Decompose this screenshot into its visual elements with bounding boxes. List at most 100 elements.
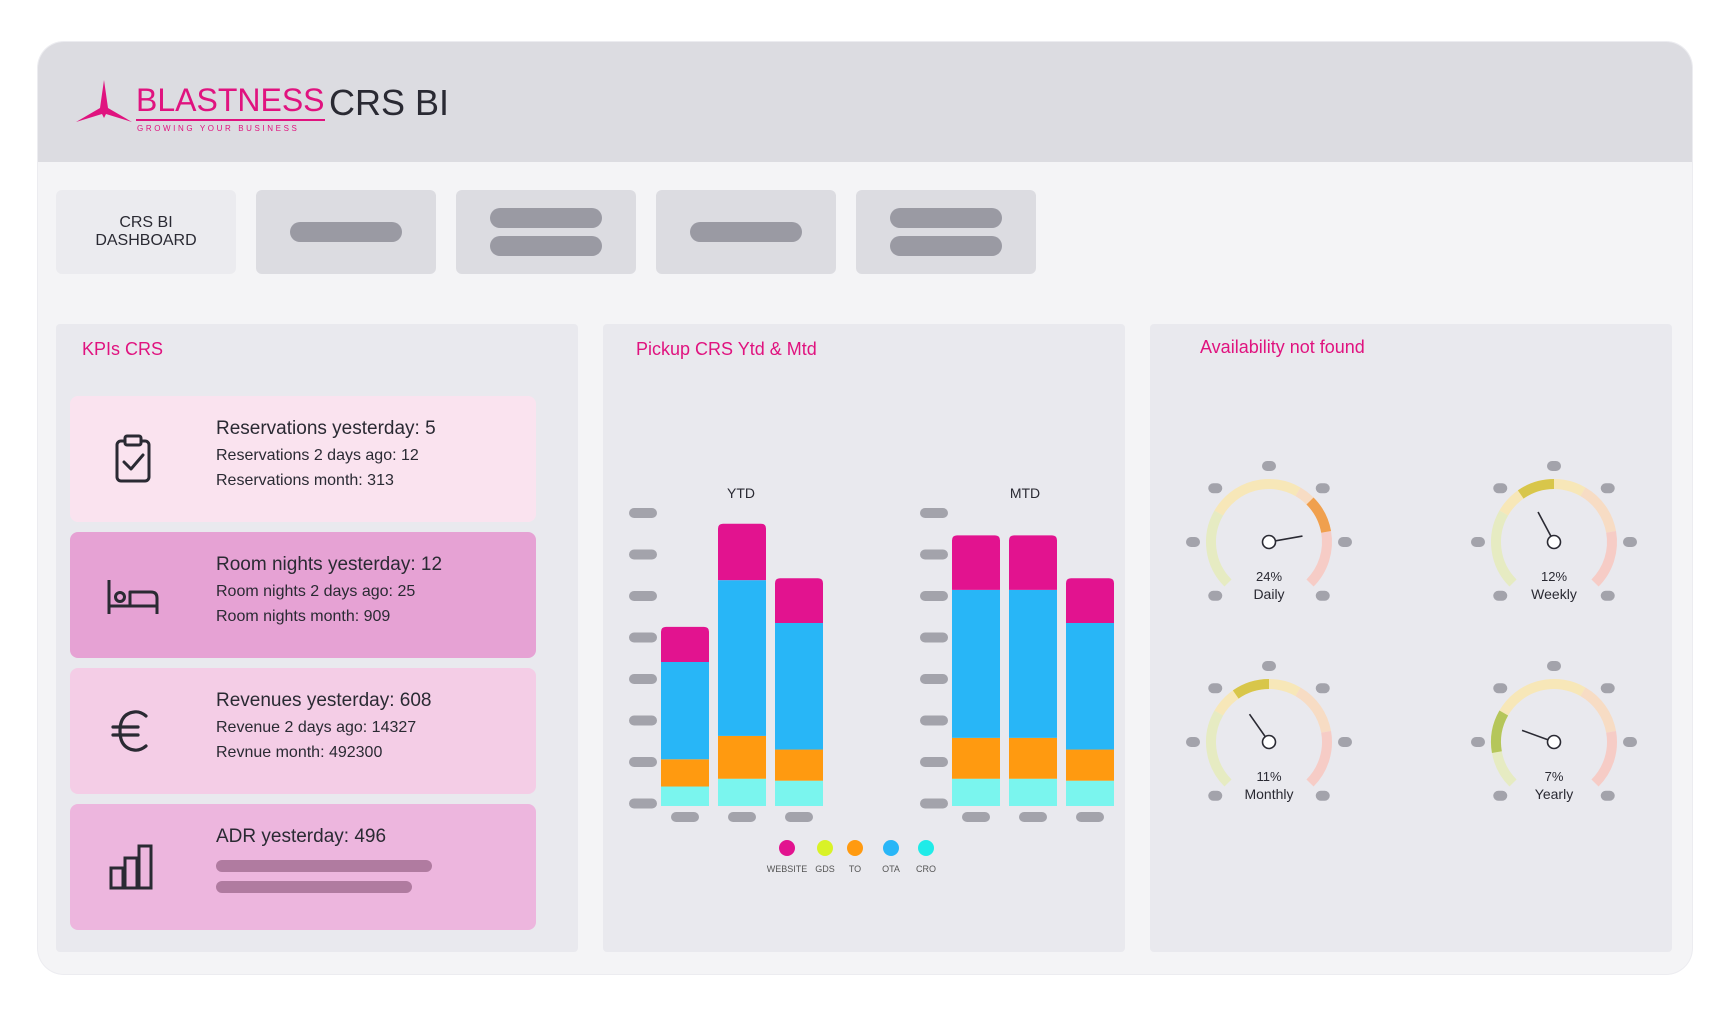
legend-dot-website: [779, 840, 795, 856]
brand-name: BLASTNESS: [136, 82, 325, 121]
bar-segment-website[interactable]: [661, 626, 709, 662]
bar-segment-ota[interactable]: [718, 580, 766, 736]
gauge-accent: [1232, 679, 1270, 699]
gauge-tick: [1471, 537, 1485, 547]
gauge-pivot: [1546, 534, 1562, 550]
availability-gauges: 24% Daily 12% Weekly 11% Monthly 7% Yearly: [1186, 461, 1637, 802]
kpi-line-placeholder: [216, 881, 412, 893]
gauge-tick: [1493, 590, 1508, 601]
kpi-line-tertiary: Room nights month: 909: [216, 608, 391, 625]
stacked-bar[interactable]: [1066, 578, 1114, 806]
bar-segment-website[interactable]: [775, 578, 823, 624]
bar-segment-cro[interactable]: [661, 786, 709, 806]
gauge-percent-label: 12%: [1541, 569, 1567, 584]
bar-segment-cro[interactable]: [718, 778, 766, 806]
bar-segment-ota[interactable]: [775, 623, 823, 750]
bar-segment-website[interactable]: [1009, 535, 1057, 590]
y-tick-placeholder: [629, 798, 657, 809]
brand-logo[interactable]: BLASTNESS GROWING YOUR BUSINESS: [74, 78, 325, 140]
bar-segment-website[interactable]: [718, 523, 766, 581]
gauge-weekly[interactable]: 12% Weekly: [1471, 461, 1637, 602]
stacked-bar[interactable]: [718, 523, 766, 806]
brand-tagline: GROWING YOUR BUSINESS: [137, 124, 300, 133]
tab-label-placeholder: [490, 236, 602, 256]
bar-segment-to[interactable]: [718, 735, 766, 779]
availability-panel: Availability not found 24% Daily 12% Weekly…: [1150, 324, 1672, 952]
gauge-tick: [1208, 483, 1223, 494]
y-tick-placeholder: [920, 549, 948, 560]
bar-segment-ota[interactable]: [952, 589, 1000, 738]
app-header: BLASTNESS GROWING YOUR BUSINESS CRS BI: [38, 42, 1692, 162]
y-tick-placeholder: [629, 715, 657, 726]
bar-segment-website[interactable]: [1066, 578, 1114, 624]
tab-placeholder-5[interactable]: [856, 190, 1036, 274]
gauge-tick: [1186, 737, 1200, 747]
tab-placeholder-2[interactable]: [256, 190, 436, 274]
bar-segment-to[interactable]: [952, 737, 1000, 779]
stacked-bar[interactable]: [661, 626, 709, 806]
tab-crs-bi-dashboard[interactable]: CRS BI DASHBOARD: [56, 190, 236, 274]
kpi-card-adr[interactable]: ADR yesterday: 496: [70, 804, 536, 930]
legend-dot-ota: [883, 840, 899, 856]
gauge-percent-label: 7%: [1545, 769, 1564, 784]
gauge-yearly[interactable]: 7% Yearly: [1471, 661, 1637, 802]
kpi-line-primary: Room nights yesterday: 12: [216, 554, 443, 575]
gauge-pivot: [1261, 534, 1277, 550]
tab-label-placeholder: [890, 236, 1002, 256]
legend-label: WEBSITE: [767, 864, 808, 874]
y-tick-placeholder: [920, 674, 948, 684]
tab-placeholder-4[interactable]: [656, 190, 836, 274]
gauge-period-label: Yearly: [1535, 786, 1573, 802]
bar-segment-cro[interactable]: [1066, 780, 1114, 806]
kpi-card-revenues[interactable]: Revenues yesterday: 608 Revenue 2 days a…: [70, 668, 536, 794]
legend-dot-cro: [918, 840, 934, 856]
gauge-tick: [1471, 737, 1485, 747]
gauge-tick: [1493, 683, 1508, 694]
app-title: CRS BI: [329, 82, 450, 123]
app-window: BLASTNESS GROWING YOUR BUSINESS CRS BI C…: [38, 42, 1692, 974]
gauge-tick: [1208, 790, 1223, 801]
bar-segment-ota[interactable]: [661, 661, 709, 760]
bar-segment-ota[interactable]: [1066, 623, 1114, 750]
kpi-card-room-nights[interactable]: Room nights yesterday: 12 Room nights 2 …: [70, 532, 536, 658]
legend-label: GDS: [815, 864, 835, 874]
bar-segment-to[interactable]: [661, 759, 709, 787]
bar-segment-website[interactable]: [952, 535, 1000, 590]
y-tick-placeholder: [920, 798, 948, 809]
gauge-pivot: [1546, 734, 1562, 750]
y-tick-placeholder: [920, 757, 948, 767]
y-tick-placeholder: [920, 508, 948, 518]
kpi-line-tertiary: Reservations month: 313: [216, 472, 394, 489]
x-tick-placeholder: [962, 812, 990, 822]
x-tick-placeholder: [1076, 812, 1104, 822]
bar-segment-cro[interactable]: [1009, 778, 1057, 806]
gauge-tick: [1547, 661, 1561, 671]
gauge-tick: [1315, 790, 1330, 801]
stacked-bar[interactable]: [952, 535, 1000, 806]
bar-segment-to[interactable]: [775, 749, 823, 781]
tab-label-line1: CRS BI: [119, 214, 173, 231]
kpi-line-tertiary: Revnue month: 492300: [216, 744, 383, 761]
kpi-panel-title: KPIs CRS: [82, 339, 164, 359]
bar-chart-icon: [109, 844, 153, 890]
bar-segment-cro[interactable]: [775, 780, 823, 806]
bar-segment-ota[interactable]: [1009, 589, 1057, 738]
tab-placeholder-3[interactable]: [456, 190, 636, 274]
kpi-line-secondary: Reservations 2 days ago: 12: [216, 447, 419, 464]
gauge-percent-label: 11%: [1256, 769, 1281, 784]
gauge-tick: [1262, 661, 1276, 671]
kpi-card-reservations[interactable]: Reservations yesterday: 5 Reservations 2…: [70, 396, 536, 522]
gauge-monthly[interactable]: 11% Monthly: [1186, 661, 1352, 802]
stacked-bar[interactable]: [775, 578, 823, 806]
kpi-line-placeholder: [216, 860, 432, 872]
gauge-accent: [1517, 479, 1555, 499]
bar-segment-to[interactable]: [1066, 749, 1114, 781]
gauge-daily[interactable]: 24% Daily: [1186, 461, 1352, 602]
stacked-bar[interactable]: [1009, 535, 1057, 806]
bar-segment-cro[interactable]: [952, 778, 1000, 806]
legend-dot-to: [847, 840, 863, 856]
gauge-tick: [1547, 461, 1561, 471]
bar-segment-to[interactable]: [1009, 737, 1057, 779]
gauge-percent-label: 24%: [1256, 569, 1282, 584]
gauge-tick: [1623, 737, 1637, 747]
